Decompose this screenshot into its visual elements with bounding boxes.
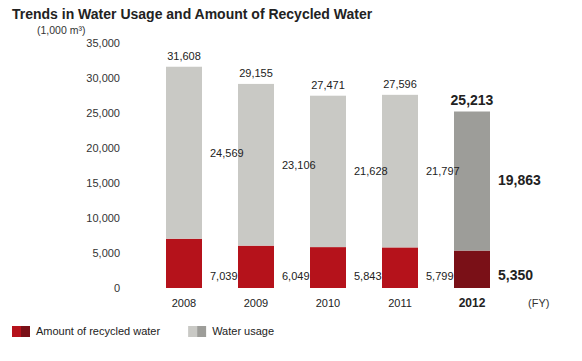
- y-tick-label: 0: [114, 282, 120, 294]
- bar: [310, 96, 346, 247]
- y-tick-label: 10,000: [86, 212, 120, 224]
- data-label: 6,049: [282, 270, 310, 282]
- y-tick-label: 35,000: [86, 37, 120, 49]
- data-label: 5,843: [354, 270, 382, 282]
- legend-label: Amount of recycled water: [36, 325, 160, 337]
- y-tick-label: 20,000: [86, 142, 120, 154]
- x-tick-label: 2012: [459, 296, 486, 310]
- bar: [166, 67, 202, 239]
- total-label: 27,471: [311, 79, 345, 91]
- bar: [238, 84, 274, 246]
- bars: [166, 67, 490, 288]
- bar: [454, 251, 490, 288]
- x-tick-label: 2010: [316, 297, 340, 309]
- title: Trends in Water Usage and Amount of Recy…: [12, 6, 373, 22]
- legend-label: Water usage: [212, 325, 274, 337]
- data-labels: 7,039 6,049 5,843 5,799 5,350 24,569 23,106 21,…: [167, 50, 541, 283]
- x-tick-label: 2008: [172, 297, 196, 309]
- legend-swatch: [21, 326, 30, 337]
- y-tick-label: 5,000: [92, 247, 120, 259]
- data-label: 7,039: [210, 270, 238, 282]
- x-axis-label: (FY): [528, 297, 549, 309]
- total-label: 25,213: [451, 92, 494, 108]
- bar: [310, 247, 346, 288]
- bar: [166, 239, 202, 288]
- bar: [382, 247, 418, 288]
- bar: [454, 112, 490, 251]
- data-label: 23,106: [282, 159, 316, 171]
- chart: Trends in Water Usage and Amount of Recy…: [0, 0, 582, 361]
- data-label: 21,628: [354, 165, 388, 177]
- x-axis: 2008 2009 2010 2011 2012 (FY): [172, 296, 550, 310]
- bar: [238, 246, 274, 288]
- x-tick-label: 2009: [244, 297, 268, 309]
- y-tick-label: 15,000: [86, 177, 120, 189]
- x-tick-label: 2011: [388, 297, 412, 309]
- total-label: 27,596: [383, 78, 417, 90]
- y-tick-label: 25,000: [86, 107, 120, 119]
- total-label: 29,155: [239, 67, 273, 79]
- data-label: 19,863: [498, 172, 541, 188]
- y-axis-label: (1,000 m³): [37, 24, 85, 36]
- y-tick-label: 30,000: [86, 72, 120, 84]
- legend-swatch: [188, 326, 197, 337]
- data-label: 5,799: [426, 270, 454, 282]
- y-axis: 0 5,000 10,000 15,000 20,000 25,000 30,000 35,0…: [86, 37, 120, 294]
- data-label: 24,569: [210, 147, 244, 159]
- legend-swatch: [12, 326, 21, 337]
- data-label: 21,797: [426, 165, 460, 177]
- legend-swatch: [197, 326, 206, 337]
- legend: Amount of recycled water Water usage: [12, 325, 274, 337]
- data-label: 5,350: [498, 267, 533, 283]
- total-label: 31,608: [167, 50, 201, 62]
